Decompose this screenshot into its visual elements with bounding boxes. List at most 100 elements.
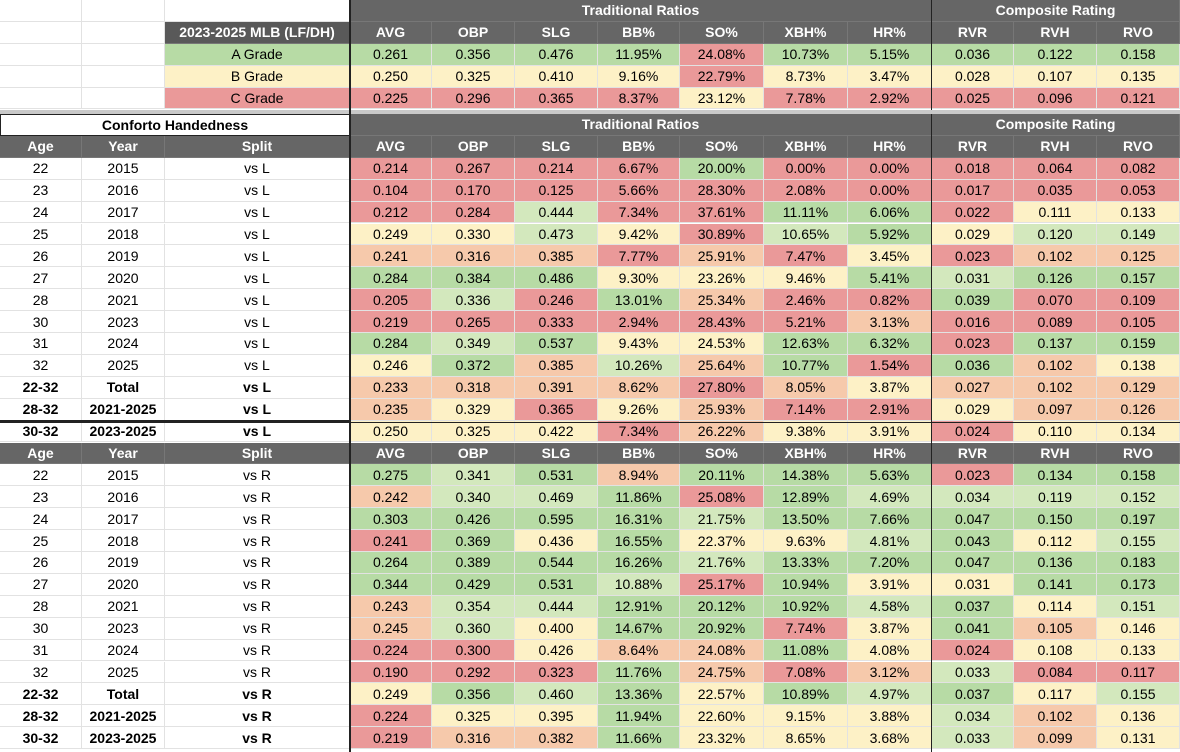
stat-value[interactable]: 0.382 (515, 727, 598, 750)
grade-value[interactable]: 22.79% (680, 65, 764, 88)
stat-value[interactable]: 0.023 (932, 245, 1014, 268)
year-cell[interactable]: 2021 (82, 595, 165, 618)
year-cell[interactable]: 2024 (82, 333, 165, 355)
stat-value[interactable]: 0.426 (432, 508, 515, 531)
age-cell[interactable]: 30-32 (0, 727, 82, 750)
stat-value[interactable]: 0.183 (1097, 552, 1180, 574)
empty-cell[interactable] (0, 65, 82, 88)
stat-value[interactable]: 0.349 (432, 333, 515, 355)
stat-value[interactable]: 0.249 (350, 223, 432, 246)
stat-value[interactable]: 0.159 (1097, 333, 1180, 355)
stat-value[interactable]: 10.88% (598, 573, 680, 596)
stat-value[interactable]: 0.133 (1097, 639, 1180, 662)
grade-value[interactable]: 0.158 (1097, 43, 1180, 66)
stat-value[interactable]: 11.94% (598, 705, 680, 728)
stat-value[interactable]: 2.94% (598, 311, 680, 333)
column-header[interactable]: BB% (598, 135, 680, 158)
column-header[interactable]: XBH% (764, 135, 848, 158)
stat-value[interactable]: 0.395 (515, 705, 598, 728)
stat-value[interactable]: 0.190 (350, 661, 432, 684)
section-header-composite[interactable]: Composite Rating (932, 0, 1180, 22)
stat-value[interactable]: 0.102 (1014, 705, 1097, 728)
column-header[interactable]: SLG (515, 442, 598, 465)
stat-value[interactable]: 22.60% (680, 705, 764, 728)
stat-value[interactable]: 0.537 (515, 333, 598, 355)
stat-value[interactable]: 7.14% (764, 398, 848, 421)
split-cell[interactable]: vs R (165, 530, 350, 552)
age-cell[interactable]: 32 (0, 661, 82, 684)
year-cell[interactable]: 2019 (82, 552, 165, 574)
column-header[interactable]: SO% (680, 135, 764, 158)
year-cell[interactable]: 2023 (82, 311, 165, 333)
column-header[interactable]: XBH% (764, 442, 848, 465)
column-header[interactable]: XBH% (764, 21, 848, 44)
stat-value[interactable]: 10.65% (764, 223, 848, 246)
column-header[interactable]: RVR (932, 442, 1014, 465)
column-header[interactable]: HR% (848, 21, 932, 44)
stat-value[interactable]: 0.119 (1014, 486, 1097, 509)
age-cell[interactable]: 31 (0, 333, 82, 355)
split-cell[interactable]: vs R (165, 661, 350, 684)
grade-value[interactable]: 8.37% (598, 87, 680, 110)
stat-value[interactable]: 0.131 (1097, 727, 1180, 750)
stat-value[interactable]: 21.75% (680, 508, 764, 531)
stat-value[interactable]: 2.46% (764, 289, 848, 312)
stat-value[interactable]: 0.531 (515, 573, 598, 596)
stat-value[interactable]: 10.89% (764, 683, 848, 706)
year-cell[interactable]: 2018 (82, 223, 165, 246)
stat-value[interactable]: 0.150 (1014, 508, 1097, 531)
stat-value[interactable]: 0.146 (1097, 617, 1180, 640)
stat-value[interactable]: 0.241 (350, 530, 432, 552)
stat-value[interactable]: 0.329 (432, 398, 515, 421)
stat-value[interactable]: 0.141 (1014, 573, 1097, 596)
stat-value[interactable]: 7.77% (598, 245, 680, 268)
stat-value[interactable]: 0.108 (1014, 639, 1097, 662)
stat-value[interactable]: 0.039 (932, 289, 1014, 312)
stat-value[interactable]: 0.137 (1014, 333, 1097, 355)
stat-value[interactable]: 0.372 (432, 354, 515, 377)
age-cell[interactable]: 31 (0, 639, 82, 662)
stat-value[interactable]: 0.333 (515, 311, 598, 333)
empty-cell[interactable] (82, 65, 165, 88)
stat-value[interactable]: 0.224 (350, 639, 432, 662)
stat-value[interactable]: 0.099 (1014, 727, 1097, 750)
empty-cell[interactable] (0, 21, 82, 44)
column-header[interactable]: RVH (1014, 442, 1097, 465)
stat-value[interactable]: 0.365 (515, 398, 598, 421)
stat-value[interactable]: 8.05% (764, 376, 848, 399)
stat-value[interactable]: 8.64% (598, 639, 680, 662)
year-cell[interactable]: 2021 (82, 289, 165, 312)
grade-value[interactable]: 10.73% (764, 43, 848, 66)
empty-cell[interactable] (165, 0, 350, 22)
stat-value[interactable]: 10.26% (598, 354, 680, 377)
stat-value[interactable]: 0.034 (932, 486, 1014, 509)
age-cell[interactable]: 27 (0, 573, 82, 596)
stat-value[interactable]: 5.92% (848, 223, 932, 246)
split-cell[interactable]: vs L (165, 245, 350, 268)
stat-value[interactable]: 22.57% (680, 683, 764, 706)
stat-value[interactable]: 0.444 (515, 595, 598, 618)
stat-value[interactable]: 4.08% (848, 639, 932, 662)
stat-value[interactable]: 0.82% (848, 289, 932, 312)
grade-value[interactable]: 0.365 (515, 87, 598, 110)
split-cell[interactable]: vs R (165, 508, 350, 531)
stat-value[interactable]: 0.064 (1014, 157, 1097, 180)
stat-value[interactable]: 7.47% (764, 245, 848, 268)
empty-cell[interactable] (82, 0, 165, 22)
stat-value[interactable]: 10.94% (764, 573, 848, 596)
grade-value[interactable]: 3.47% (848, 65, 932, 88)
stat-value[interactable]: 3.87% (848, 376, 932, 399)
year-cell[interactable]: 2025 (82, 661, 165, 684)
split-cell[interactable]: vs L (165, 354, 350, 377)
stat-value[interactable]: 0.129 (1097, 376, 1180, 399)
stat-value[interactable]: 0.336 (432, 289, 515, 312)
year-cell[interactable]: 2015 (82, 157, 165, 180)
stat-value[interactable]: 0.473 (515, 223, 598, 246)
age-cell[interactable]: 22 (0, 464, 82, 487)
stat-value[interactable]: 0.340 (432, 486, 515, 509)
column-header[interactable]: AVG (350, 21, 432, 44)
stat-value[interactable]: 25.93% (680, 398, 764, 421)
column-header[interactable]: AVG (350, 135, 432, 158)
stat-value[interactable]: 0.389 (432, 552, 515, 574)
stat-value[interactable]: 9.43% (598, 333, 680, 355)
